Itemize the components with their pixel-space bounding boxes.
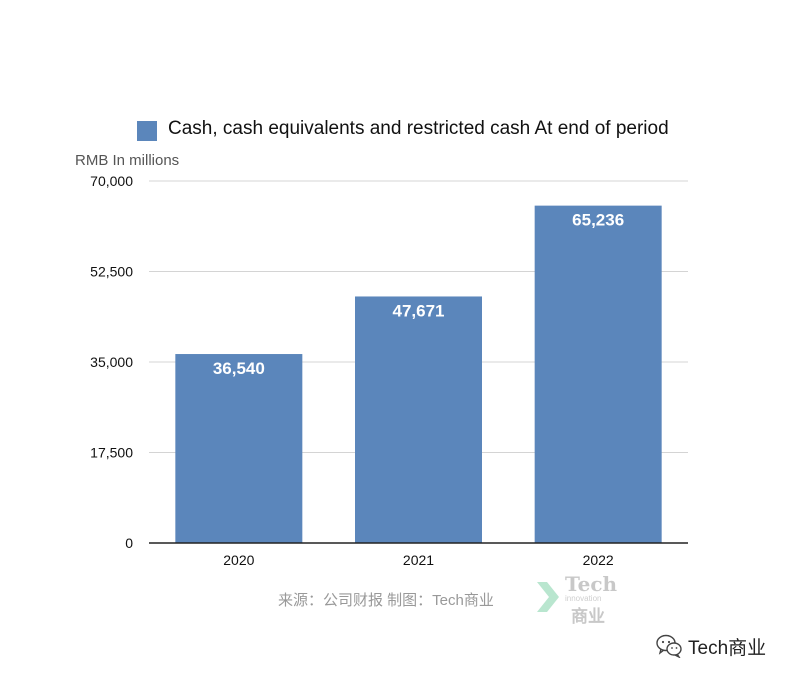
bar — [175, 354, 303, 543]
y-tick-label: 52,500 — [90, 264, 133, 280]
brand-name: Tech商业 — [688, 637, 767, 659]
legend-label: Cash, cash equivalents and restricted ca… — [168, 118, 669, 139]
y-tick-label: 70,000 — [90, 173, 133, 189]
data-label: 47,671 — [393, 301, 445, 320]
x-tick-label: 2022 — [583, 552, 614, 568]
y-axis-unit-label: RMB In millions — [75, 152, 180, 169]
legend-swatch — [137, 121, 157, 141]
watermark-subword: innovation — [565, 594, 602, 603]
source-caption: 来源：公司财报 制图：Tech商业 — [278, 592, 494, 609]
watermark-logo: Tech innovation 商业 — [535, 572, 625, 626]
bar — [355, 296, 482, 543]
x-tick-label: 2020 — [223, 552, 254, 568]
axes: 0 17,500 35,000 52,500 70,000 2020 2021 2022 — [90, 173, 688, 568]
data-label: 65,236 — [572, 211, 624, 230]
chevron-right-icon — [537, 582, 559, 612]
data-label: 36,540 — [213, 359, 265, 378]
y-tick-label: 35,000 — [90, 354, 133, 370]
bar — [534, 205, 662, 543]
y-tick-label: 17,500 — [90, 445, 133, 461]
x-tick-label: 2021 — [403, 552, 434, 568]
wechat-icon — [656, 634, 682, 658]
bars: 36,540 47,671 65,236 — [175, 205, 662, 543]
account-brand: Tech商业 — [656, 634, 767, 659]
watermark-cn: 商业 — [571, 607, 605, 626]
watermark-word: Tech — [565, 572, 618, 596]
y-tick-label: 0 — [125, 535, 133, 551]
